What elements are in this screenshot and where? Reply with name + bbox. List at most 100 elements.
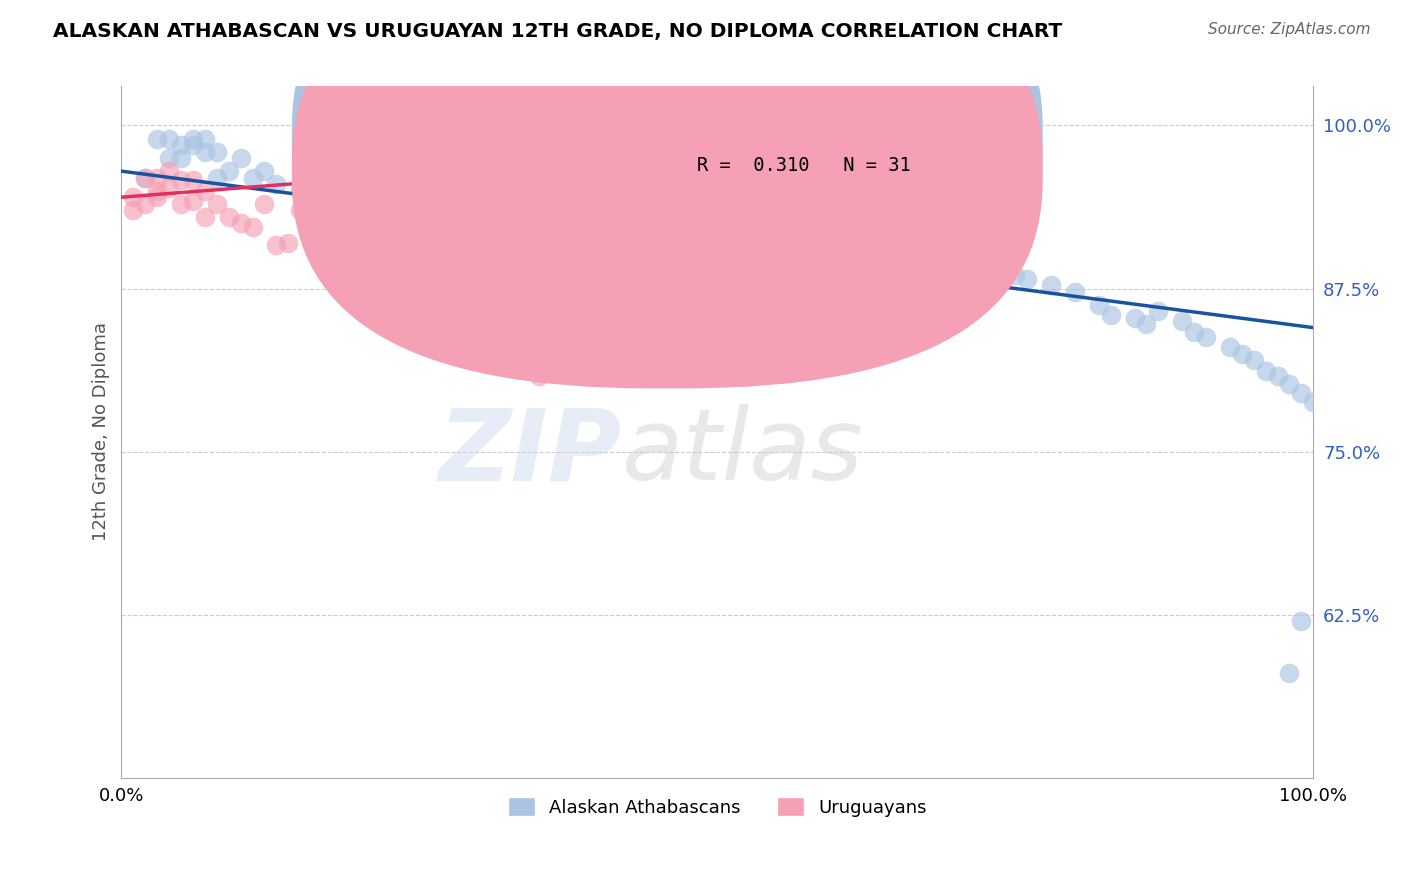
Point: [801, 238, 824, 252]
Point: [1302, 395, 1324, 409]
Text: R = -0.481   N = 74: R = -0.481 N = 74: [697, 121, 911, 140]
Point: [181, 194, 204, 208]
Point: [134, 170, 156, 185]
Point: [157, 151, 180, 165]
Point: [1171, 314, 1194, 328]
Point: [396, 238, 419, 252]
Point: [503, 203, 526, 218]
Text: R =  0.310   N = 31: R = 0.310 N = 31: [697, 156, 911, 175]
Point: [194, 131, 217, 145]
Point: [1182, 325, 1205, 339]
Point: [266, 238, 288, 252]
Point: [945, 243, 967, 257]
Point: [373, 226, 395, 240]
Point: [671, 226, 693, 240]
Point: [312, 184, 335, 198]
Point: [205, 145, 228, 159]
Point: [706, 220, 728, 235]
Point: [1278, 666, 1301, 681]
Point: [825, 243, 848, 257]
Point: [1278, 376, 1301, 391]
Text: ZIP: ZIP: [439, 404, 621, 501]
Point: [1291, 614, 1313, 628]
Point: [1087, 298, 1109, 312]
Point: [146, 131, 169, 145]
Point: [205, 196, 228, 211]
Point: [897, 255, 920, 269]
Point: [194, 145, 217, 159]
Point: [932, 264, 955, 278]
Point: [170, 196, 193, 211]
Point: [778, 235, 800, 250]
Point: [170, 173, 193, 187]
Point: [253, 164, 276, 178]
Legend: Alaskan Athabascans, Uruguayans: Alaskan Athabascans, Uruguayans: [501, 790, 934, 824]
Point: [122, 203, 145, 218]
Point: [218, 210, 240, 224]
Text: Source: ZipAtlas.com: Source: ZipAtlas.com: [1208, 22, 1371, 37]
Point: [1243, 353, 1265, 368]
Point: [373, 186, 395, 201]
Point: [468, 308, 491, 322]
Point: [349, 249, 371, 263]
Point: [1004, 268, 1026, 283]
Point: [980, 262, 1002, 277]
Point: [1195, 330, 1218, 344]
Point: [1219, 340, 1241, 354]
Point: [325, 170, 347, 185]
Point: [1040, 277, 1063, 292]
Point: [229, 151, 252, 165]
Point: [325, 233, 347, 247]
Point: [360, 184, 382, 198]
Point: [1230, 347, 1253, 361]
Point: [551, 210, 574, 224]
Point: [134, 196, 156, 211]
Point: [396, 177, 419, 191]
FancyBboxPatch shape: [634, 111, 956, 197]
Point: [408, 196, 430, 211]
Point: [122, 190, 145, 204]
Point: [290, 184, 312, 198]
Point: [146, 184, 169, 198]
Point: [181, 173, 204, 187]
Point: [242, 170, 264, 185]
Point: [181, 138, 204, 153]
Point: [1291, 385, 1313, 400]
Point: [146, 170, 169, 185]
Point: [157, 164, 180, 178]
Point: [157, 131, 180, 145]
Point: [432, 203, 454, 218]
Point: [1099, 308, 1122, 322]
Point: [527, 368, 550, 383]
Y-axis label: 12th Grade, No Diploma: 12th Grade, No Diploma: [93, 323, 110, 541]
Point: [157, 181, 180, 195]
Point: [194, 210, 217, 224]
Point: [1064, 285, 1087, 300]
Point: [730, 229, 752, 244]
Point: [873, 252, 896, 266]
Point: [849, 249, 872, 263]
Point: [575, 216, 598, 230]
Point: [456, 196, 478, 211]
Point: [1147, 303, 1170, 318]
Point: [218, 164, 240, 178]
Point: [599, 212, 621, 227]
Point: [146, 190, 169, 204]
Point: [479, 196, 502, 211]
Point: [1135, 317, 1157, 331]
Text: atlas: atlas: [621, 404, 863, 501]
Point: [1267, 368, 1289, 383]
Point: [754, 233, 776, 247]
Point: [170, 138, 193, 153]
Point: [969, 252, 991, 266]
Point: [170, 151, 193, 165]
Point: [290, 203, 312, 218]
Point: [134, 170, 156, 185]
FancyBboxPatch shape: [292, 0, 1043, 354]
Point: [647, 223, 669, 237]
Point: [266, 177, 288, 191]
Point: [205, 170, 228, 185]
Point: [623, 216, 645, 230]
Point: [349, 177, 371, 191]
Point: [908, 260, 931, 274]
